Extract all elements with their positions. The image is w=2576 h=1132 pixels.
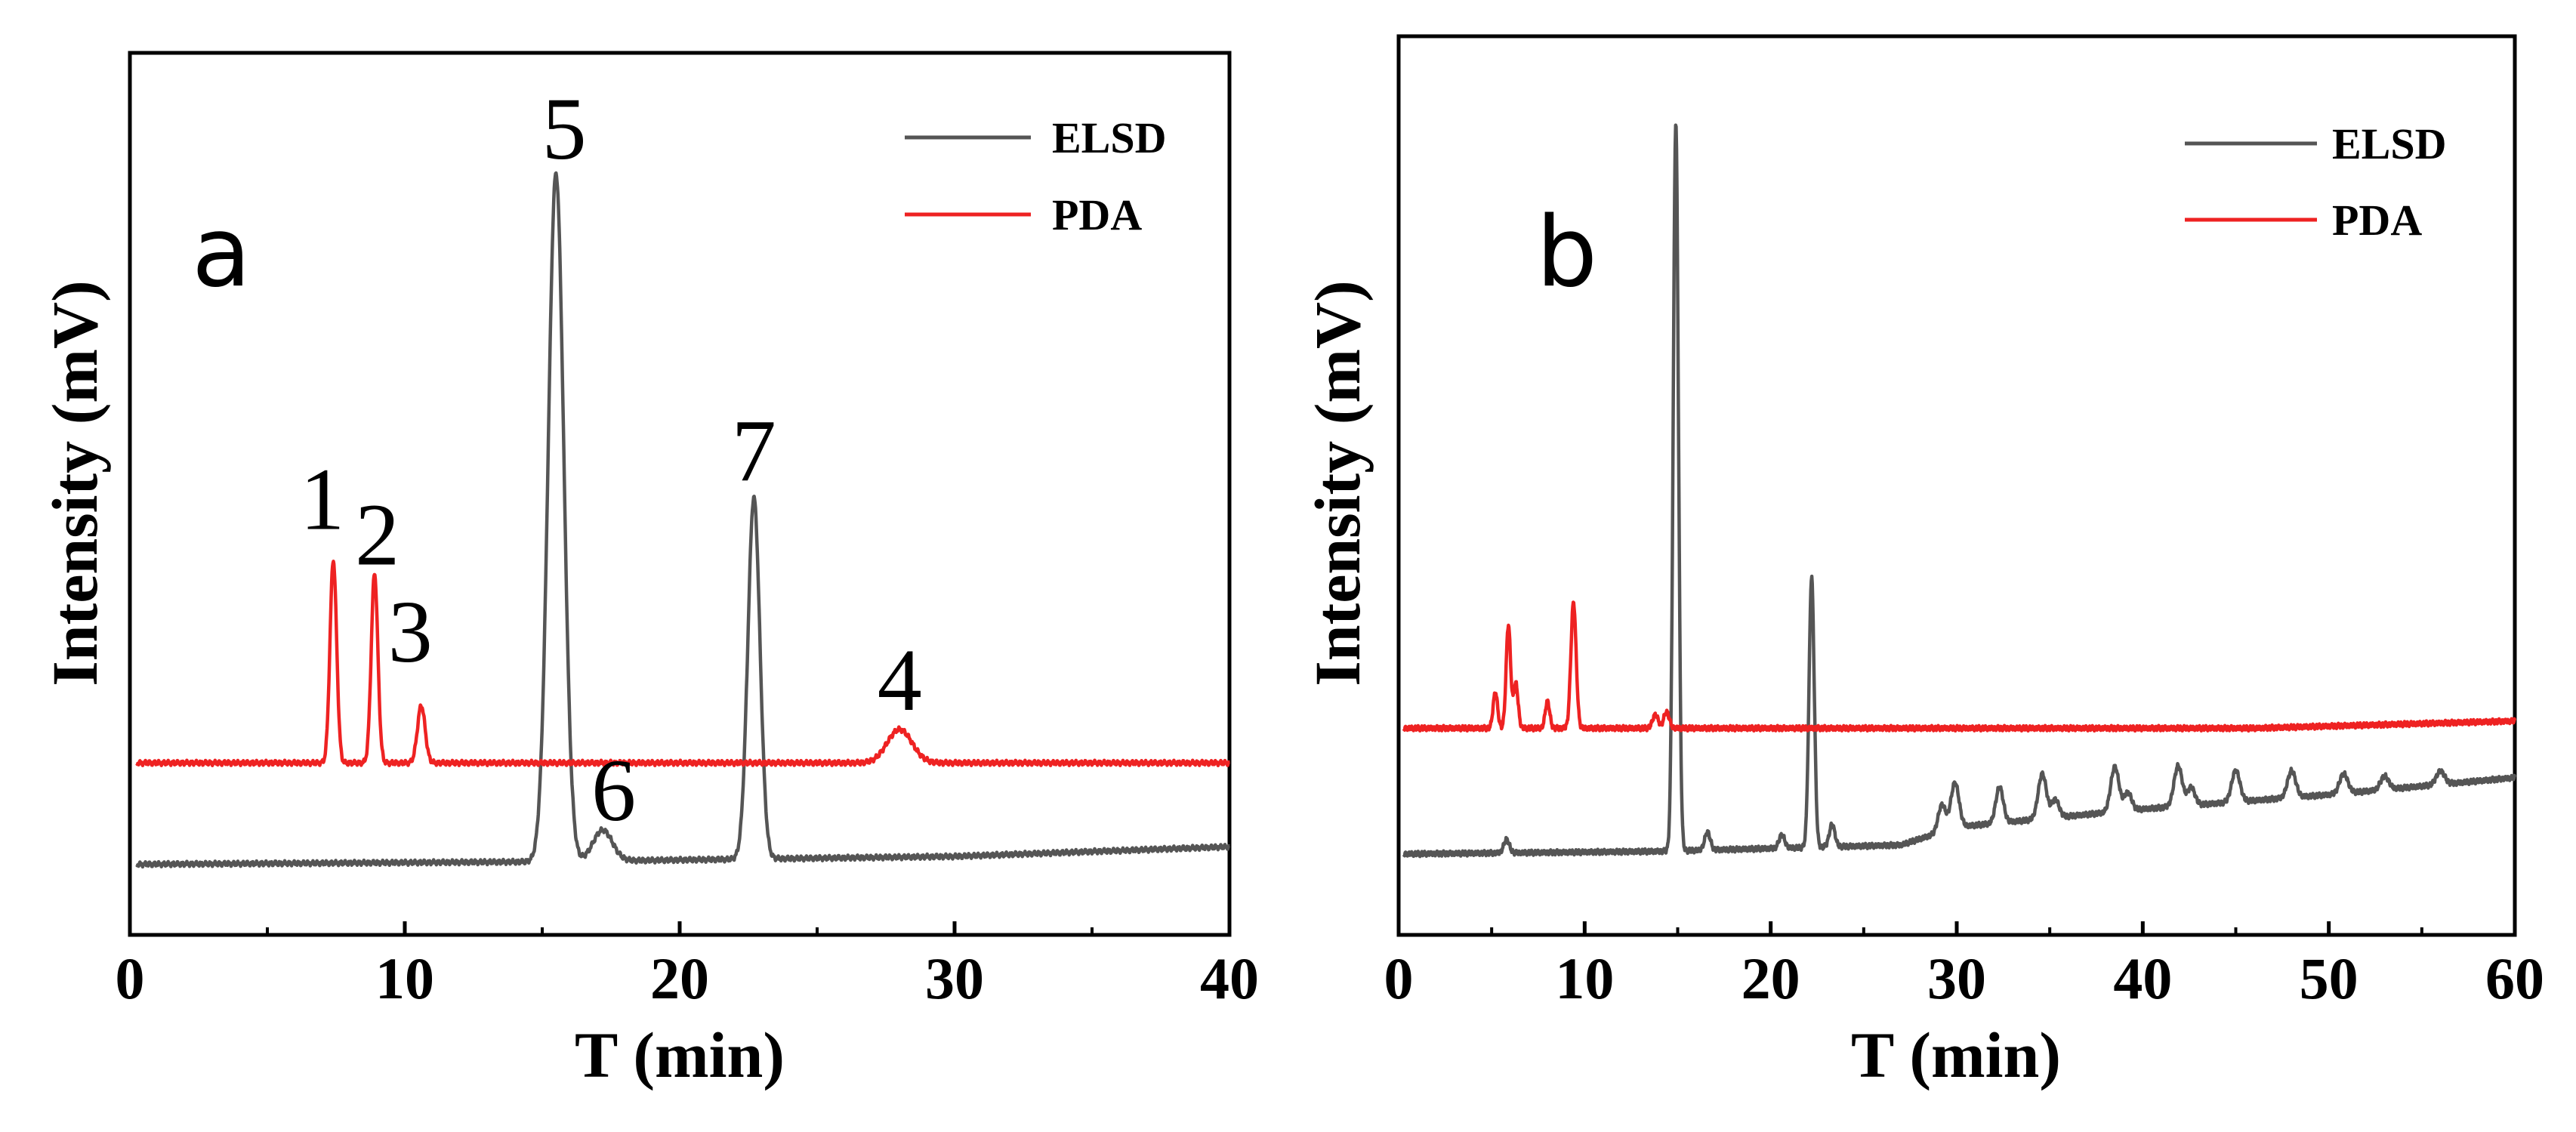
x-tick-label: 20: [650, 945, 709, 1011]
x-axis-title: T (min): [575, 1019, 785, 1091]
peak-label: 1: [300, 450, 344, 549]
peak-label: 5: [542, 79, 587, 178]
legend-label-elsd: ELSD: [2332, 119, 2447, 168]
legend-label-elsd: ELSD: [1052, 113, 1167, 162]
x-tick-label: 30: [1927, 945, 1986, 1011]
y-axis-title: Intensity (mV): [1301, 280, 1374, 686]
peak-label: 4: [878, 631, 922, 729]
x-axis-title: T (min): [1851, 1019, 2061, 1091]
x-tick-label: 60: [2485, 945, 2544, 1011]
peak-label: 7: [732, 401, 776, 500]
x-tick-label: 10: [1555, 945, 1614, 1011]
x-tick-label: 0: [1384, 945, 1414, 1011]
legend-label-pda: PDA: [1052, 190, 1142, 239]
x-tick-label: 40: [2113, 945, 2172, 1011]
series-line-elsd-b: [1402, 123, 2517, 859]
y-axis-title: Intensity (mV): [39, 280, 111, 686]
peak-label: 3: [388, 582, 433, 681]
plot-frame-a: [128, 51, 1232, 937]
x-tick-label: 20: [1741, 945, 1800, 1011]
x-tick-label: 50: [2300, 945, 2359, 1011]
plot-frame-b: [1396, 34, 2517, 937]
legend-label-pda: PDA: [2332, 196, 2422, 245]
peak-label: 6: [591, 741, 636, 840]
x-tick-label: 10: [375, 945, 434, 1011]
panel-label: a: [192, 196, 251, 309]
series-line-pda-b: [1402, 600, 2517, 733]
series-line-pda-a: [135, 560, 1231, 767]
peak-label: 2: [355, 485, 400, 584]
x-tick-label: 0: [116, 945, 145, 1011]
x-tick-label: 40: [1200, 945, 1259, 1011]
panel-label: b: [1536, 196, 1597, 309]
x-tick-label: 30: [925, 945, 984, 1011]
series-line-elsd-a: [135, 171, 1231, 869]
